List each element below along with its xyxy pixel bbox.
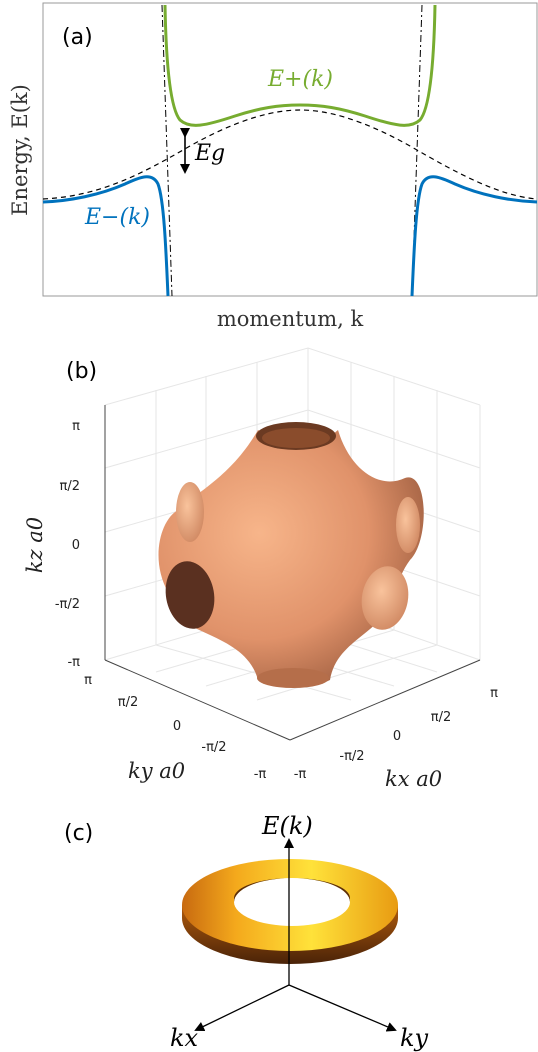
y-tick: π/2 bbox=[118, 695, 138, 710]
x-tick: π/2 bbox=[431, 710, 451, 725]
z-tick: π/2 bbox=[60, 479, 80, 494]
z-tick: 0 bbox=[72, 538, 80, 553]
ky-axis bbox=[288, 984, 397, 1032]
panel-b-x-axis-line bbox=[289, 659, 481, 741]
x-tick: 0 bbox=[393, 729, 401, 744]
kx-axis bbox=[194, 984, 290, 1032]
fermi-neck-left bbox=[165, 561, 215, 629]
asymptote-line-left bbox=[161, 4, 173, 297]
y-tick: π bbox=[84, 673, 92, 688]
panel-c-label: (c) bbox=[64, 821, 93, 846]
fermi-neck-upper-left bbox=[176, 482, 204, 542]
panel-b: (b) bbox=[23, 347, 498, 791]
lower-band-curve-right bbox=[410, 175, 538, 297]
kx-axis-label: kx bbox=[170, 1024, 199, 1052]
lower-band-curve-left bbox=[42, 175, 170, 297]
z-tick: -π bbox=[67, 655, 80, 670]
panel-a-ylabel: Energy, E(k) bbox=[8, 84, 32, 216]
panel-b-xlabel: kx a0 bbox=[385, 767, 442, 791]
torus-surface bbox=[182, 859, 398, 964]
panel-b-label: (b) bbox=[66, 359, 97, 384]
x-tick: -π bbox=[294, 767, 307, 782]
fermi-neck-bottom bbox=[257, 668, 329, 688]
lower-band-label: E−(k) bbox=[84, 205, 150, 230]
fermi-surface bbox=[158, 422, 424, 688]
y-tick: -π/2 bbox=[201, 740, 226, 755]
panel-a-label: (a) bbox=[62, 25, 93, 50]
x-tick: π bbox=[490, 686, 498, 701]
panel-b-ylabel: ky a0 bbox=[128, 759, 185, 783]
energy-axis-label: E(k) bbox=[261, 812, 313, 840]
y-tick: -π bbox=[254, 767, 267, 782]
fermi-neck-upper-right bbox=[396, 497, 420, 553]
panel-b-y-axis-line bbox=[104, 659, 291, 741]
torus-hole bbox=[234, 878, 350, 926]
upper-band-curve bbox=[163, 4, 437, 127]
z-tick: -π/2 bbox=[55, 597, 80, 612]
x-tick: -π/2 bbox=[339, 749, 364, 764]
panel-a-plot-box bbox=[42, 2, 538, 297]
dashed-unperturbed-band bbox=[42, 109, 538, 200]
panel-c: (c) E(k) kx ky bbox=[64, 812, 429, 1052]
panel-a: (a) E+(k) E−(k) Eg Energy, E(k) momentum… bbox=[8, 2, 538, 331]
ky-axis-label: ky bbox=[400, 1024, 429, 1052]
z-tick: π bbox=[72, 419, 80, 434]
y-tick: 0 bbox=[173, 719, 181, 734]
gap-label: Eg bbox=[194, 141, 225, 166]
panel-a-xlabel: momentum, k bbox=[217, 307, 364, 331]
upper-band-label: E+(k) bbox=[267, 67, 333, 92]
fermi-neck-right bbox=[361, 566, 409, 630]
panel-b-zlabel: kz a0 bbox=[23, 517, 47, 573]
